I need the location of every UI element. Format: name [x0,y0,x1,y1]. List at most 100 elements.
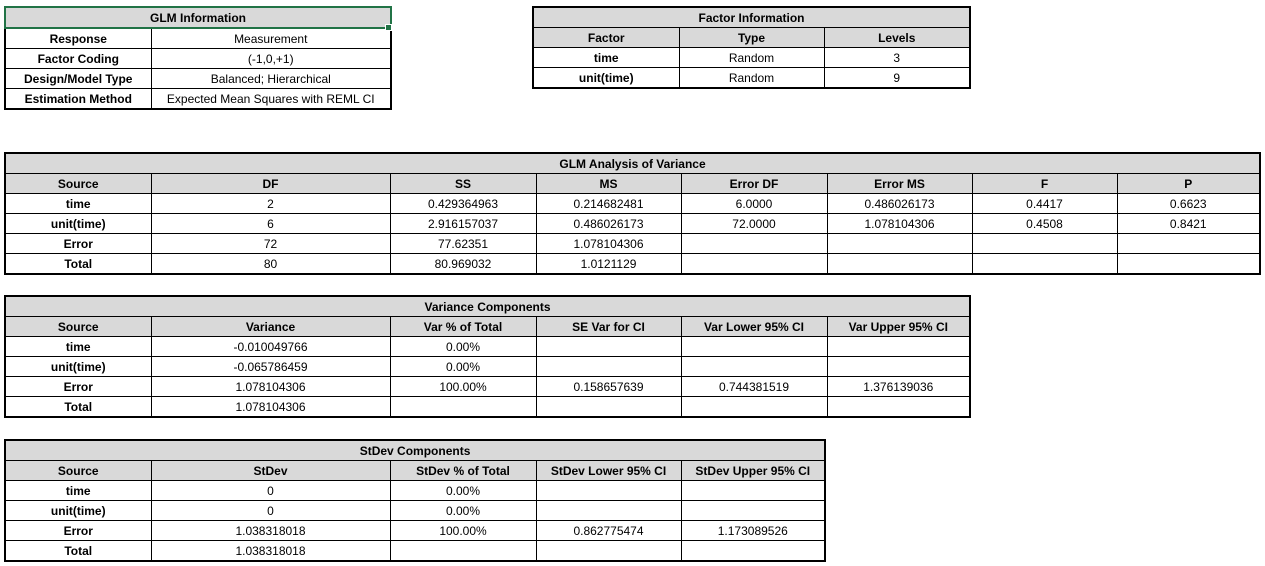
cell-value[interactable]: 1.0121129 [535,253,682,275]
column-header[interactable]: Error MS [826,173,973,194]
row-label[interactable]: unit(time) [4,213,152,234]
cell-value[interactable]: 0.00% [389,500,537,521]
column-header[interactable]: Error DF [680,173,828,194]
cell-value[interactable]: 0.4417 [971,193,1118,214]
cell-value[interactable] [826,233,973,254]
column-header[interactable]: SS [389,173,537,194]
column-header[interactable]: Source [4,173,152,194]
anova-title[interactable]: GLM Analysis of Variance [4,152,1261,174]
cell-value[interactable]: 1.078104306 [535,233,682,254]
row-label[interactable]: Factor Coding [4,48,152,69]
row-label[interactable]: Total [4,396,152,418]
cell-value[interactable]: 3 [823,47,971,68]
cell-value[interactable]: 0.429364963 [389,193,537,214]
cell-value[interactable] [680,500,826,521]
cell-value[interactable]: (-1,0,+1) [150,48,392,69]
row-label[interactable]: unit(time) [532,67,680,89]
cell-value[interactable]: -0.010049766 [150,336,391,357]
row-label[interactable]: time [532,47,680,68]
cell-value[interactable]: 100.00% [389,376,537,397]
cell-value[interactable] [1116,253,1261,275]
cell-value[interactable] [535,480,682,501]
cell-value[interactable]: -0.065786459 [150,356,391,377]
row-label[interactable]: unit(time) [4,500,152,521]
column-header[interactable]: Var % of Total [389,316,537,337]
row-label[interactable]: time [4,336,152,357]
row-label[interactable]: Total [4,540,152,562]
column-header[interactable]: StDev % of Total [389,460,537,481]
column-header[interactable]: StDev Upper 95% CI [680,460,826,481]
column-header[interactable]: Source [4,460,152,481]
cell-value[interactable] [680,540,826,562]
cell-value[interactable] [680,336,828,357]
cell-value[interactable]: 9 [823,67,971,89]
cell-value[interactable]: 1.078104306 [150,376,391,397]
cell-value[interactable] [971,253,1118,275]
column-header[interactable]: F [971,173,1118,194]
cell-value[interactable]: 0.486026173 [826,193,973,214]
row-label[interactable]: Total [4,253,152,275]
column-header[interactable]: StDev Lower 95% CI [535,460,682,481]
cell-value[interactable]: Expected Mean Squares with REML CI [150,88,392,110]
cell-value[interactable]: 0.744381519 [680,376,828,397]
row-label[interactable]: time [4,193,152,214]
column-header[interactable]: Var Upper 95% CI [826,316,971,337]
cell-value[interactable]: 1.376139036 [826,376,971,397]
cell-value[interactable]: 2 [150,193,391,214]
column-header[interactable]: Variance [150,316,391,337]
cell-value[interactable] [826,336,971,357]
selection-fill-handle[interactable] [385,24,392,31]
row-label[interactable]: time [4,480,152,501]
cell-value[interactable]: Measurement [150,27,392,49]
cell-value[interactable]: 0.00% [389,356,537,377]
column-header[interactable]: P [1116,173,1261,194]
cell-value[interactable]: 0.862775474 [535,520,682,541]
cell-value[interactable]: Balanced; Hierarchical [150,68,392,89]
column-header[interactable]: MS [535,173,682,194]
cell-value[interactable]: 100.00% [389,520,537,541]
cell-value[interactable]: 0.4508 [971,213,1118,234]
cell-value[interactable] [971,233,1118,254]
cell-value[interactable] [535,356,682,377]
cell-value[interactable]: 80 [150,253,391,275]
column-header[interactable]: Type [678,27,825,48]
cell-value[interactable]: 6.0000 [680,193,828,214]
cell-value[interactable]: 6 [150,213,391,234]
factor-information-title[interactable]: Factor Information [532,6,971,28]
cell-value[interactable] [389,540,537,562]
variance-components-title[interactable]: Variance Components [4,295,971,317]
column-header[interactable]: SE Var for CI [535,316,682,337]
cell-value[interactable]: 0.214682481 [535,193,682,214]
cell-value[interactable]: 72 [150,233,391,254]
row-label[interactable]: Error [4,376,152,397]
cell-value[interactable]: 0.8421 [1116,213,1261,234]
glm-information-title[interactable]: GLM Information [4,6,392,29]
column-header[interactable]: DF [150,173,391,194]
row-label[interactable]: Design/Model Type [4,68,152,89]
cell-value[interactable]: 0 [150,480,391,501]
cell-value[interactable]: 0 [150,500,391,521]
cell-value[interactable]: 80.969032 [389,253,537,275]
column-header[interactable]: StDev [150,460,391,481]
row-label[interactable]: unit(time) [4,356,152,377]
cell-value[interactable]: 2.916157037 [389,213,537,234]
row-label[interactable]: Error [4,233,152,254]
cell-value[interactable] [680,356,828,377]
cell-value[interactable] [535,500,682,521]
cell-value[interactable]: 1.038318018 [150,540,391,562]
cell-value[interactable] [826,356,971,377]
cell-value[interactable]: Random [678,47,825,68]
cell-value[interactable]: Random [678,67,825,89]
cell-value[interactable]: 0.486026173 [535,213,682,234]
column-header[interactable]: Levels [823,27,971,48]
cell-value[interactable]: 0.158657639 [535,376,682,397]
cell-value[interactable]: 77.62351 [389,233,537,254]
cell-value[interactable]: 1.078104306 [150,396,391,418]
cell-value[interactable] [680,396,828,418]
cell-value[interactable]: 72.0000 [680,213,828,234]
cell-value[interactable] [826,396,971,418]
stdev-components-title[interactable]: StDev Components [4,439,826,461]
cell-value[interactable] [680,233,828,254]
cell-value[interactable] [826,253,973,275]
cell-value[interactable]: 1.173089526 [680,520,826,541]
